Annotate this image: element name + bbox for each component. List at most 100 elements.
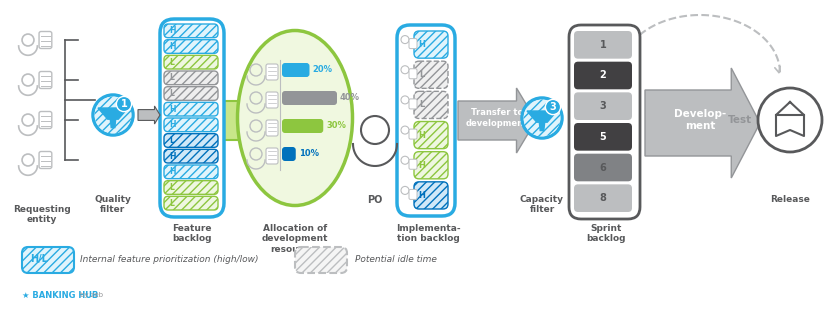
FancyBboxPatch shape [414,152,448,179]
Polygon shape [111,119,116,128]
Ellipse shape [238,30,352,205]
FancyBboxPatch shape [164,40,218,53]
Polygon shape [222,88,317,153]
FancyBboxPatch shape [414,91,448,119]
Text: Feature
backlog: Feature backlog [172,224,212,243]
Text: H: H [418,40,426,49]
FancyBboxPatch shape [574,31,632,59]
Text: L: L [170,73,174,82]
Text: H: H [418,131,426,139]
FancyBboxPatch shape [164,87,218,100]
Text: by zeb: by zeb [80,292,103,298]
FancyBboxPatch shape [164,134,218,147]
Circle shape [522,98,562,138]
Text: H: H [418,161,426,170]
FancyBboxPatch shape [164,118,218,132]
Text: 3: 3 [549,102,556,112]
Text: Transfer to
development: Transfer to development [466,108,528,128]
Text: H: H [169,120,175,129]
FancyBboxPatch shape [22,247,74,273]
FancyBboxPatch shape [574,92,632,120]
FancyBboxPatch shape [160,19,224,217]
Text: 3: 3 [600,101,606,111]
Text: H: H [418,191,426,200]
Circle shape [116,96,132,112]
Text: 10%: 10% [299,150,318,158]
FancyBboxPatch shape [164,71,218,85]
Text: 30%: 30% [326,121,346,131]
Text: 1: 1 [600,40,606,50]
Text: H: H [169,42,175,51]
Circle shape [545,100,561,115]
Text: 1: 1 [120,99,127,109]
FancyBboxPatch shape [282,63,309,77]
Polygon shape [540,122,545,131]
FancyBboxPatch shape [282,147,295,161]
FancyBboxPatch shape [574,154,632,181]
Text: 40%: 40% [340,94,360,102]
Circle shape [758,88,822,152]
FancyBboxPatch shape [574,123,632,151]
FancyBboxPatch shape [282,91,337,105]
FancyBboxPatch shape [164,196,218,210]
FancyBboxPatch shape [414,31,448,58]
Text: H: H [169,152,175,161]
Text: H: H [169,26,175,35]
Text: Allocation of
development
resources: Allocation of development resources [262,224,328,254]
FancyBboxPatch shape [39,31,52,49]
Text: Test: Test [728,115,752,125]
FancyBboxPatch shape [295,247,347,273]
FancyBboxPatch shape [164,181,218,194]
FancyBboxPatch shape [574,184,632,212]
Text: 8: 8 [600,193,606,203]
FancyBboxPatch shape [409,129,417,139]
Text: L: L [419,70,425,79]
Text: Capacity
filter: Capacity filter [520,195,564,214]
FancyBboxPatch shape [164,55,218,69]
FancyBboxPatch shape [414,61,448,88]
Text: L: L [170,199,174,208]
Polygon shape [138,106,160,124]
FancyBboxPatch shape [282,119,323,133]
Text: 5: 5 [600,132,606,142]
Text: L: L [419,100,425,109]
FancyBboxPatch shape [266,148,278,164]
Text: Release: Release [770,195,810,204]
Text: PO: PO [367,195,383,205]
FancyBboxPatch shape [409,99,417,109]
Circle shape [93,95,133,135]
Text: Internal feature prioritization (high/low): Internal feature prioritization (high/lo… [80,255,258,263]
Text: 2: 2 [600,70,606,81]
FancyBboxPatch shape [414,182,448,209]
Circle shape [361,116,389,144]
Polygon shape [645,68,760,178]
FancyBboxPatch shape [397,25,455,216]
FancyBboxPatch shape [39,152,52,169]
FancyBboxPatch shape [266,64,278,80]
Text: 6: 6 [600,163,606,172]
Polygon shape [98,108,128,119]
FancyBboxPatch shape [164,149,218,163]
Text: Implementa-
tion backlog: Implementa- tion backlog [396,224,460,243]
FancyBboxPatch shape [266,92,278,108]
FancyBboxPatch shape [39,72,52,88]
Text: 20%: 20% [313,66,332,74]
Text: L: L [170,136,174,145]
FancyBboxPatch shape [409,190,417,199]
Text: L: L [170,183,174,192]
Text: Sprint
backlog: Sprint backlog [587,224,625,243]
Polygon shape [527,111,557,122]
Text: Potential idle time: Potential idle time [355,255,437,263]
FancyBboxPatch shape [409,39,417,49]
Text: ★ BANKING HUB: ★ BANKING HUB [22,290,98,300]
Text: Develop-
ment: Develop- ment [674,109,726,131]
Circle shape [524,100,560,137]
Text: Quality
filter: Quality filter [95,195,131,214]
FancyBboxPatch shape [164,24,218,38]
Text: H/L: H/L [30,254,48,264]
Circle shape [95,96,131,133]
FancyBboxPatch shape [266,120,278,136]
Text: H: H [169,105,175,114]
FancyBboxPatch shape [569,25,640,219]
Text: L: L [170,58,174,67]
